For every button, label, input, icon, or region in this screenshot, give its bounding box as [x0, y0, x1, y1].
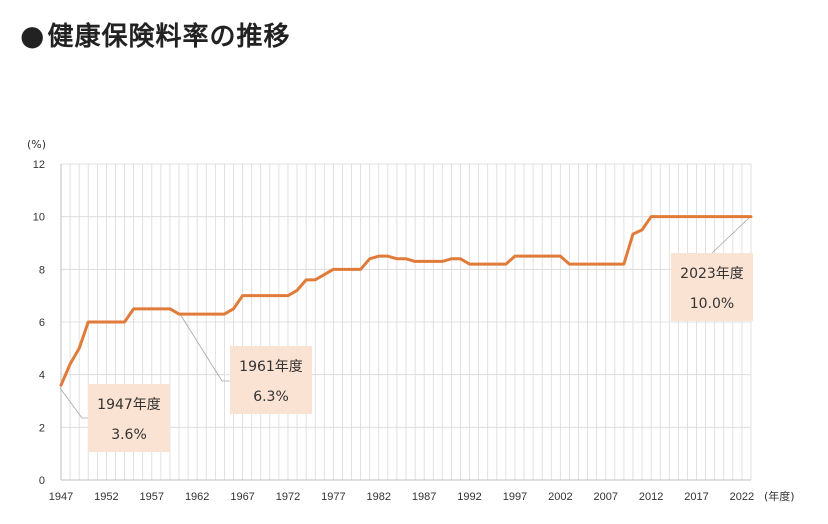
bullet-icon: ●	[20, 19, 46, 52]
x-tick-labels: 1947 1952 1957 1962 1967 1972 1977 1982 1987 1992…	[49, 491, 754, 503]
callout-year-label: 1947年度	[97, 397, 161, 413]
callout: 1947年度 3.6%	[88, 384, 170, 452]
callout-leaders	[59, 215, 752, 419]
y-tick-label: 6	[39, 317, 45, 329]
callout-value-label: 3.6%	[111, 427, 147, 443]
callout-year-label: 1961年度	[239, 359, 303, 375]
x-tick-label: 1972	[276, 491, 300, 503]
x-tick-label: 1977	[321, 491, 345, 503]
x-tick-label: 2002	[548, 491, 572, 503]
callout-leader-line	[59, 387, 88, 419]
x-tick-label: 1982	[367, 491, 391, 503]
x-tick-label: 1962	[185, 491, 209, 503]
x-tick-label: 1997	[503, 491, 527, 503]
x-tick-label: 2022	[730, 491, 754, 503]
series-line	[59, 215, 753, 387]
page-title: ●健康保険料率の推移	[20, 16, 290, 53]
page-title-text: 健康保険料率の推移	[47, 22, 291, 52]
callout: 1961年度 6.3%	[230, 346, 312, 414]
y-tick-label: 0	[39, 475, 45, 487]
callout-box	[88, 384, 170, 452]
callouts: 1947年度 3.6% 1961年度 6.3% 2023年度 10.0%	[88, 253, 753, 452]
callout-year-label: 2023年度	[680, 266, 744, 282]
x-tick-label: 1957	[140, 491, 164, 503]
y-tick-label: 8	[39, 264, 45, 276]
x-tick-label: 1987	[412, 491, 436, 503]
callout: 2023年度 10.0%	[671, 253, 753, 321]
y-tick-label: 2	[39, 422, 45, 434]
x-tick-label: 2007	[593, 491, 617, 503]
y-tick-label: 4	[39, 370, 45, 382]
x-tick-label: 1952	[94, 491, 118, 503]
x-tick-label: 2012	[639, 491, 663, 503]
x-tick-label: 1992	[457, 491, 481, 503]
y-tick-labels: 0 2 4 6 8 10 12	[33, 159, 45, 487]
x-tick-label: 2017	[684, 491, 708, 503]
callout-leader-line	[179, 313, 230, 382]
callout-box	[671, 253, 753, 321]
callout-value-label: 10.0%	[690, 296, 734, 312]
x-tick-label: 1967	[230, 491, 254, 503]
chart-axes	[60, 164, 751, 481]
callout-leader-line	[711, 215, 752, 254]
callout-value-label: 6.3%	[253, 389, 289, 405]
y-tick-label: 10	[33, 212, 45, 224]
x-axis-unit: (年度)	[764, 489, 795, 503]
y-axis-unit: (%)	[27, 138, 46, 151]
callout-box	[230, 346, 312, 414]
x-tick-label: 1947	[49, 491, 73, 503]
y-tick-label: 12	[33, 159, 45, 171]
